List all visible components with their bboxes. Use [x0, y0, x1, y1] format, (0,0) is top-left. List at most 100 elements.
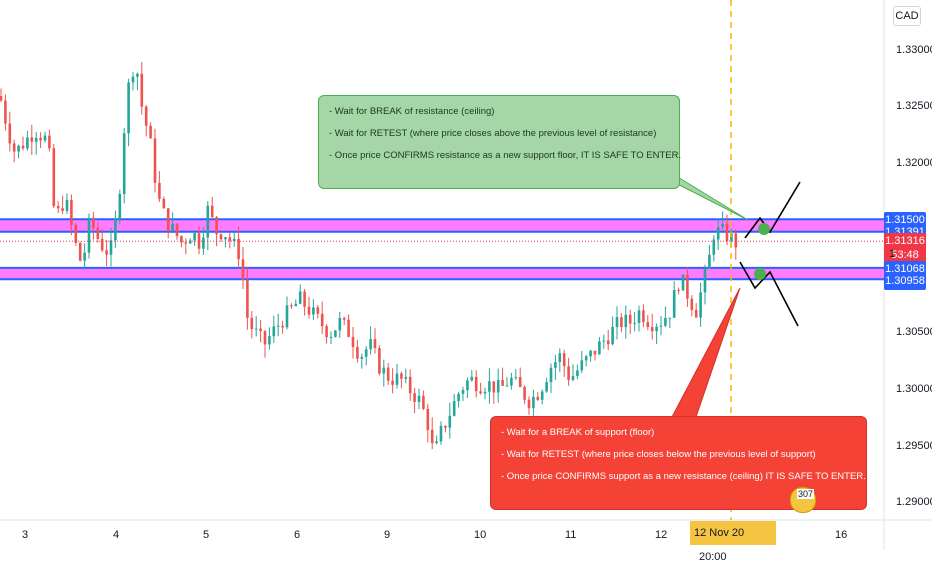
- candle-body: [435, 441, 438, 444]
- candle-body: [56, 206, 60, 209]
- candle-body: [637, 310, 641, 323]
- candle-body: [492, 381, 496, 393]
- candle-body: [672, 289, 676, 318]
- candle-body: [206, 205, 210, 238]
- candle-body: [615, 317, 619, 327]
- candle-body: [276, 325, 280, 327]
- candle-body: [127, 82, 130, 134]
- currency-badge[interactable]: CAD: [893, 6, 921, 26]
- candle-body: [4, 100, 7, 124]
- price-tick-label: 1.33000: [896, 43, 932, 56]
- candle-body: [642, 310, 645, 323]
- candle-body: [78, 242, 82, 261]
- candle-body: [466, 380, 469, 391]
- candle-body: [347, 319, 350, 337]
- candle-body: [690, 298, 694, 310]
- candle-body: [655, 326, 658, 332]
- candle-body: [364, 349, 368, 357]
- event-badge-count: 307: [797, 489, 815, 499]
- candle-body: [448, 415, 452, 428]
- candle-body: [452, 401, 456, 416]
- candle-body: [122, 133, 126, 194]
- candle-body: [8, 123, 12, 144]
- candle-body: [105, 250, 108, 255]
- candle-body: [329, 336, 333, 338]
- candle-body: [118, 193, 122, 220]
- candle-body: [26, 137, 29, 149]
- candle-body: [558, 353, 562, 363]
- price-chart[interactable]: [0, 0, 932, 550]
- candle-body: [92, 217, 95, 229]
- candle-body: [131, 76, 135, 83]
- candle-body: [316, 307, 320, 314]
- candle-body: [202, 237, 205, 249]
- price-marker: 53:48: [884, 246, 926, 264]
- price-tick-label: 1.32000: [896, 156, 932, 169]
- candle-body: [224, 237, 227, 240]
- candle-body: [61, 208, 64, 211]
- candle-body: [708, 254, 711, 269]
- highlighted-clock: 20:00: [699, 551, 727, 563]
- candle-body: [52, 148, 56, 207]
- candle-body: [505, 385, 509, 387]
- candle-body: [87, 217, 91, 253]
- price-marker: 1.31316: [884, 232, 926, 250]
- candle-body: [474, 376, 478, 392]
- candle-body: [461, 390, 465, 394]
- candle-body: [721, 223, 724, 228]
- candle-body: [158, 182, 161, 199]
- candle-body: [34, 137, 38, 142]
- candle-body: [320, 313, 324, 327]
- candle-body: [254, 328, 258, 330]
- candle-body: [413, 393, 416, 403]
- candle-body: [598, 341, 601, 355]
- note-red-pointer: [671, 287, 741, 418]
- candle-body: [175, 223, 179, 237]
- candle-body: [369, 339, 372, 350]
- candles: [0, 61, 738, 450]
- candle-body: [298, 291, 302, 304]
- candle-body: [527, 399, 531, 409]
- candle-body: [114, 219, 117, 241]
- retest-marker-bull: [758, 223, 770, 235]
- candle-body: [422, 395, 425, 409]
- candle-body: [699, 292, 702, 318]
- candle-body: [430, 429, 434, 444]
- candle-body: [554, 362, 557, 368]
- candle-body: [444, 425, 447, 428]
- candle-body: [246, 279, 249, 318]
- candle-body: [611, 326, 614, 345]
- price-tick-label: 1.32500: [896, 100, 932, 113]
- candle-body: [483, 391, 487, 394]
- candle-body: [290, 305, 293, 307]
- candle-body: [153, 138, 157, 183]
- candle-body: [21, 145, 25, 149]
- candle-body: [395, 373, 399, 385]
- candle-body: [342, 318, 346, 320]
- candle-body: [650, 327, 654, 332]
- candle-body: [571, 376, 575, 380]
- candle-body: [439, 425, 443, 442]
- note-line: - Wait for RETEST (where price closes ab…: [329, 128, 657, 139]
- candle-body: [338, 318, 342, 331]
- candle-body: [219, 234, 223, 240]
- candle-body: [12, 143, 16, 152]
- candle-body: [580, 360, 584, 371]
- candle-body: [677, 289, 680, 291]
- candle-body: [215, 217, 218, 235]
- candle-body: [65, 199, 69, 211]
- event-badge[interactable]: 307: [790, 487, 816, 513]
- time-tick-label: 5: [203, 529, 210, 541]
- candle-body: [83, 252, 86, 261]
- candle-body: [589, 350, 592, 357]
- candle-body: [426, 408, 430, 430]
- time-tick-label: 4: [113, 529, 120, 541]
- candle-body: [518, 377, 522, 387]
- candle-body: [228, 237, 232, 242]
- candle-body: [378, 348, 381, 374]
- candle-body: [593, 350, 597, 355]
- price-tick-label: 1.30500: [896, 326, 932, 339]
- candle-body: [562, 353, 566, 367]
- note-line: - Once price CONFIRMS support as a new r…: [501, 471, 866, 482]
- candle-body: [356, 347, 359, 359]
